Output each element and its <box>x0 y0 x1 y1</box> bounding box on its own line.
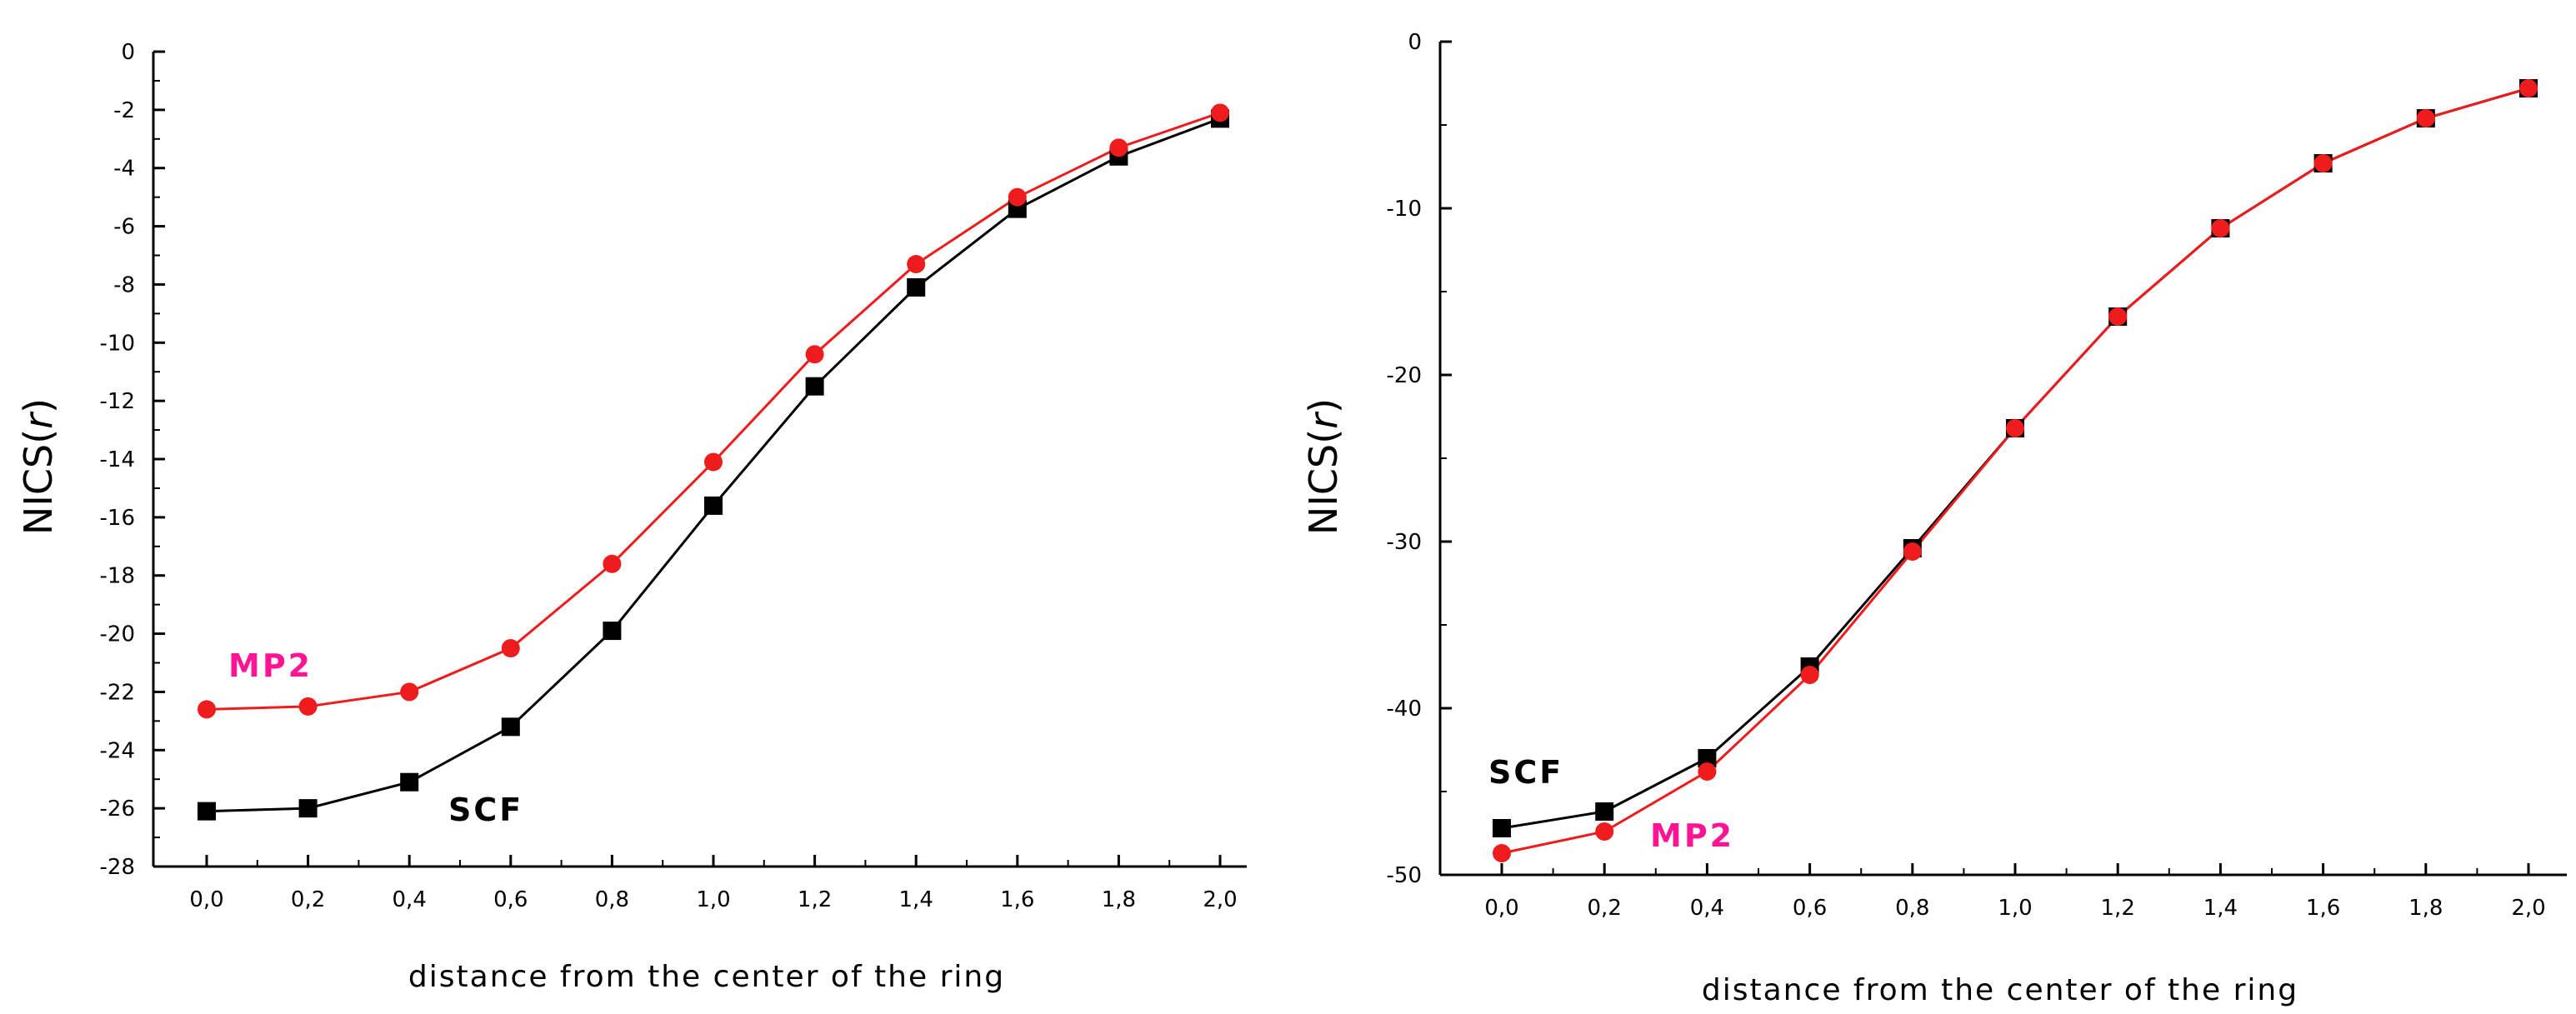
left-scf-point <box>501 717 520 737</box>
right-x-tick-label: 1,6 <box>2306 896 2340 921</box>
left-y-tick-label: -4 <box>113 157 135 182</box>
right-scf-label: SCF <box>1488 754 1563 791</box>
left-scf-point <box>704 496 723 515</box>
left-y-tick-label: -2 <box>113 98 135 123</box>
right-x-tick-label: 0,4 <box>1690 896 1724 921</box>
right-x-tick-label: 1,8 <box>2408 896 2443 921</box>
left-mp2-point <box>501 639 520 658</box>
left-x-tick-label: 1,8 <box>1102 887 1136 912</box>
left-mp2-point <box>1008 187 1027 207</box>
left-y-tick-label: -18 <box>100 564 135 589</box>
left-series-group <box>198 103 1229 821</box>
left-x-tick-label: 0,6 <box>493 887 528 912</box>
right-x-tick-label: 0,8 <box>1895 896 1929 921</box>
left-y-tick-label: -16 <box>100 506 135 531</box>
left-y-ticks: 0 -2 -4 -6 -8 -10 -12 -14 -16 -18 -20 -22 -24 -26 -28 <box>100 40 165 880</box>
right-mp2-point <box>1903 542 1922 561</box>
left-mp2-point <box>603 554 622 573</box>
right-y-ticks: 0 -10 -20 -30 -40 -50 <box>1387 30 1452 888</box>
left-x-tick-label: 1,0 <box>696 887 730 912</box>
right-y-tick-label: -40 <box>1387 697 1422 722</box>
left-y-tick-label: -8 <box>113 272 135 297</box>
right-mp2-point <box>2006 419 2024 437</box>
left-x-tick-label: 0,2 <box>291 887 325 912</box>
left-mp2-point <box>298 697 318 716</box>
left-y-tick-label: -12 <box>100 389 135 414</box>
left-y-tick-label: -14 <box>100 447 135 472</box>
right-mp2-point <box>2416 109 2435 127</box>
left-y-tick-label: 0 <box>121 40 135 65</box>
left-x-tick-label: 0,4 <box>393 887 427 912</box>
left-mp2-line <box>206 111 1221 711</box>
right-mp2-point <box>1800 666 1819 684</box>
left-scf-point <box>400 772 419 792</box>
left-scf-point <box>198 802 216 821</box>
left-x-tick-label: 1,4 <box>899 887 933 912</box>
left-mp2-point <box>1211 103 1229 122</box>
left-y-axis-label: NICS(r) <box>16 398 61 535</box>
right-x-tick-label: 1,4 <box>2203 896 2238 921</box>
right-series-group <box>1493 79 2538 862</box>
left-x-ticks: 0,0 0,2 0,4 0,6 0,8 1,0 1,2 1,4 1,6 1,8 2,0 <box>189 855 1238 912</box>
right-mp2-line <box>1501 87 2529 855</box>
left-x-axis-label: distance from the center of the ring <box>408 960 1005 994</box>
left-scf-point <box>603 622 622 641</box>
right-y-tick-label: -30 <box>1387 530 1422 555</box>
left-scf-point <box>805 377 824 396</box>
left-y-tick-label: -10 <box>100 331 135 356</box>
right-y-tick-label: -10 <box>1387 197 1422 222</box>
left-scf-point <box>298 799 318 818</box>
right-x-tick-label: 2,0 <box>2511 896 2545 921</box>
right-y-tick-label: -20 <box>1387 363 1422 388</box>
chart-left: 0-2-4-6-8-10-12-14-16-18-20-22-24-26-28 … <box>16 40 1247 994</box>
left-y-tick-label: -6 <box>113 215 135 240</box>
right-mp2-point <box>2108 307 2128 326</box>
right-y-tick-label: -50 <box>1387 863 1422 888</box>
right-y-axis-label: NICS(r) <box>1301 398 1346 535</box>
right-x-tick-label: 1,2 <box>2101 896 2135 921</box>
left-mp2-label: MP2 <box>228 647 313 684</box>
left-mp2-point <box>805 345 824 364</box>
right-x-tick-label: 0,6 <box>1793 896 1827 921</box>
left-mp2-point <box>907 254 926 273</box>
chart-right: 0 -10 -20 -30 -40 -50 0,0 0,2 0,4 0,6 0,8 1,0 1,2 1,… <box>1301 30 2567 1007</box>
left-scf-label: SCF <box>448 792 523 828</box>
right-scf-point <box>1595 802 1614 821</box>
left-y-tick-label: -24 <box>100 738 135 763</box>
right-mp2-point <box>1493 844 1511 862</box>
left-mp2-point <box>1109 138 1128 157</box>
right-scf-point <box>1493 819 1511 837</box>
right-x-tick-label: 0,0 <box>1484 896 1518 921</box>
left-x-tick-label: 2,0 <box>1203 887 1237 912</box>
left-scf-point <box>907 277 926 297</box>
left-y-tick-label: -26 <box>100 797 135 822</box>
left-y-tick-label: -22 <box>100 680 135 705</box>
left-x-tick-label: 0,8 <box>595 887 629 912</box>
right-y-tick-label: 0 <box>1408 30 1422 55</box>
right-mp2-label: MP2 <box>1650 817 1734 854</box>
left-mp2-point <box>198 700 216 719</box>
right-mp2-point <box>2313 154 2333 172</box>
right-x-ticks: 0,0 0,2 0,4 0,6 0,8 1,0 1,2 1,4 1,6 1,8 2,0 <box>1484 863 2546 921</box>
right-mp2-point <box>1698 762 1717 781</box>
right-mp2-point <box>1595 822 1614 841</box>
left-y-tick-label: -20 <box>100 622 135 647</box>
left-x-tick-label: 1,6 <box>1000 887 1034 912</box>
right-x-tick-label: 1,0 <box>1998 896 2032 921</box>
left-x-tick-label: 1,2 <box>798 887 832 912</box>
right-x-axis-label: distance from the center of the ring <box>1702 973 2298 1007</box>
right-scf-line <box>1501 87 2529 830</box>
right-scf-point <box>1698 749 1717 767</box>
left-x-tick-label: 0,0 <box>189 887 223 912</box>
right-mp2-point <box>2211 219 2230 237</box>
right-mp2-point <box>2519 79 2538 97</box>
left-y-tick-label: -28 <box>100 855 135 880</box>
left-mp2-point <box>400 682 419 702</box>
left-mp2-point <box>704 452 723 472</box>
right-x-tick-label: 0,2 <box>1588 896 1622 921</box>
